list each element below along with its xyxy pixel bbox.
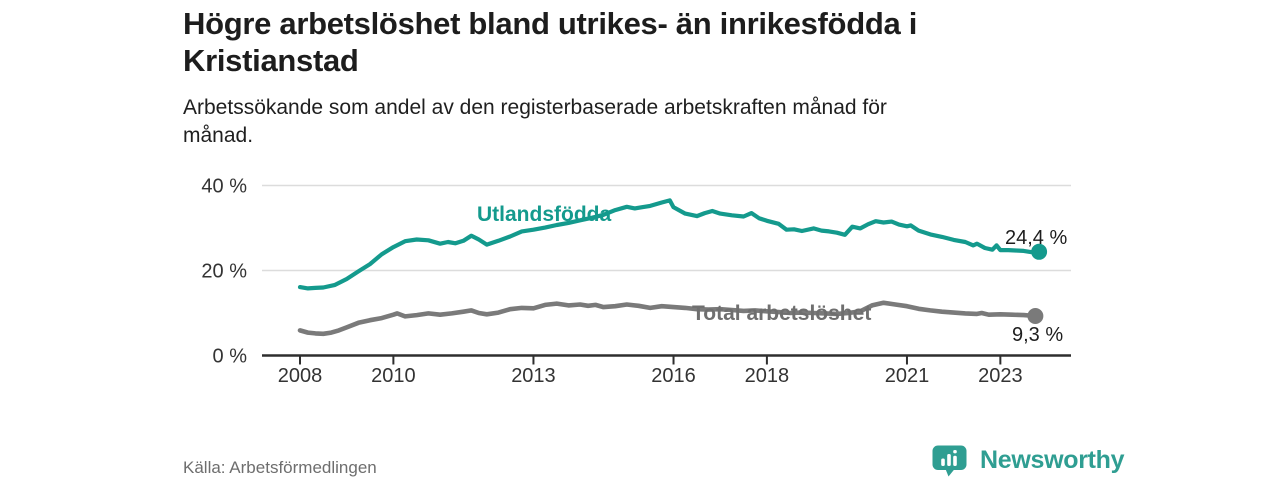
x-tick-label-2013: 2013 bbox=[511, 365, 556, 387]
series-end-dot-total-arbetsloshet bbox=[1027, 307, 1044, 324]
page-title-line-1: Högre arbetslöshet bland utrikes- än inr… bbox=[183, 6, 918, 41]
chart-subtitle-line-1: Arbetssökande som andel av den registerb… bbox=[183, 96, 887, 119]
x-tick-label-2010: 2010 bbox=[371, 365, 416, 387]
chart-subtitle-line-2: månad. bbox=[183, 124, 254, 147]
newsworthy-logo: Newsworthy bbox=[931, 443, 1125, 481]
x-tick-label-2016: 2016 bbox=[651, 365, 696, 387]
page-title: Högre arbetslöshet bland utrikes- än inr… bbox=[183, 5, 1163, 79]
x-tick-label-2023: 2023 bbox=[978, 365, 1023, 387]
y-tick-label-40: 40 % bbox=[201, 176, 247, 198]
chart-subtitle: Arbetssökande som andel av den registerb… bbox=[183, 94, 1163, 150]
end-value-utlandsfodda: 24,4 % bbox=[1005, 227, 1068, 249]
series-end-dot-utlandsfodda bbox=[1031, 243, 1048, 260]
x-tick-label-2018: 2018 bbox=[745, 365, 790, 387]
newsworthy-logo-text: Newsworthy bbox=[980, 446, 1125, 474]
series-label-total-arbetsloshet: Total arbetslöshet bbox=[692, 302, 872, 325]
series-label-utlandsfodda: Utlandsfödda bbox=[477, 203, 612, 226]
speech-bubble-bar-chart-icon bbox=[932, 445, 967, 477]
x-tick-label-2021: 2021 bbox=[885, 365, 930, 387]
end-value-total-arbetsloshet: 9,3 % bbox=[1012, 324, 1064, 346]
y-tick-label-20: 20 % bbox=[201, 261, 247, 283]
y-tick-label-0: 0 % bbox=[213, 346, 248, 368]
series-line-total-arbetsloshet bbox=[297, 300, 1038, 337]
x-tick-label-2008: 2008 bbox=[278, 365, 323, 387]
source-credit: Källa: Arbetsförmedlingen bbox=[183, 458, 377, 477]
page-title-line-2: Kristianstad bbox=[183, 43, 359, 78]
series-line-utlandsfodda bbox=[297, 198, 1042, 291]
